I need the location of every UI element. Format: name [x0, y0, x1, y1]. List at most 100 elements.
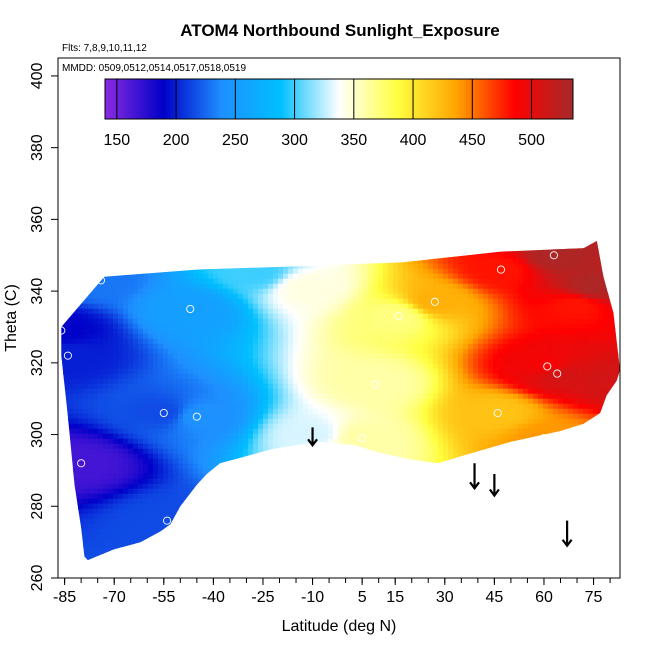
heatmap-cell [418, 338, 424, 345]
heatmap-cell [413, 240, 419, 245]
heatmap-cell [188, 503, 194, 510]
heatmap-cell [148, 403, 154, 410]
heatmap-cell [288, 473, 294, 480]
heatmap-cell [83, 503, 89, 510]
heatmap-cell [423, 253, 429, 260]
heatmap-cell [378, 528, 384, 535]
heatmap-cell [313, 248, 319, 255]
heatmap-cell [123, 338, 129, 345]
heatmap-cell [233, 234, 239, 240]
heatmap-cell [278, 418, 284, 425]
heatmap-cell [203, 438, 209, 445]
heatmap-cell [118, 378, 124, 385]
heatmap-cell [128, 273, 134, 280]
heatmap-cell [308, 478, 314, 485]
heatmap-cell [373, 234, 379, 240]
heatmap-cell [348, 498, 354, 505]
heatmap-cell [73, 458, 79, 465]
heatmap-cell [348, 458, 354, 465]
heatmap-cell [298, 443, 304, 450]
heatmap-cell [423, 528, 429, 535]
heatmap-cell [293, 523, 299, 530]
heatmap-cell [258, 448, 264, 455]
heatmap-cell [303, 533, 309, 540]
heatmap-cell [178, 368, 184, 375]
heatmap-cell [133, 453, 139, 460]
heatmap-cell [428, 358, 434, 365]
heatmap-cell [243, 328, 249, 335]
heatmap-cell [348, 523, 354, 530]
heatmap-cell [338, 273, 344, 280]
heatmap-cell [88, 353, 94, 360]
heatmap-cell [78, 493, 84, 500]
heatmap-cell [393, 463, 399, 470]
heatmap-cell [148, 368, 154, 375]
heatmap-cell [373, 298, 379, 305]
heatmap-cell [333, 473, 339, 480]
heatmap-cell [168, 443, 174, 450]
heatmap-cell [98, 253, 104, 260]
heatmap-cell [153, 248, 159, 255]
heatmap-cell [108, 533, 114, 540]
heatmap-cell [338, 363, 344, 370]
heatmap-cell [173, 453, 179, 460]
heatmap-cell [213, 468, 219, 475]
heatmap-cell [378, 413, 384, 420]
heatmap-cell [228, 513, 234, 520]
heatmap-cell [208, 448, 214, 455]
heatmap-cell [308, 564, 314, 570]
heatmap-cell [353, 418, 359, 425]
heatmap-cell [123, 323, 129, 330]
heatmap-cell [198, 253, 204, 260]
heatmap-cell [418, 428, 424, 435]
heatmap-cell [73, 333, 79, 340]
heatmap-cell [133, 413, 139, 420]
heatmap-cell [188, 268, 194, 275]
heatmap-cell [348, 273, 354, 280]
heatmap-cell [153, 473, 159, 480]
heatmap-cell [61, 408, 64, 415]
heatmap-cell [123, 408, 129, 415]
heatmap-cell [193, 283, 199, 290]
heatmap-cell [373, 408, 379, 415]
heatmap-cell [378, 343, 384, 350]
heatmap-cell [378, 293, 384, 300]
heatmap-cell [138, 234, 144, 240]
heatmap-cell [318, 303, 324, 310]
heatmap-cell [313, 368, 319, 375]
heatmap-cell [233, 413, 239, 420]
heatmap-cell [408, 383, 414, 390]
heatmap-cell [213, 418, 219, 425]
heatmap-cell [273, 253, 279, 260]
heatmap-cell [373, 368, 379, 375]
heatmap-cell [168, 318, 174, 325]
heatmap-cell [393, 388, 399, 395]
heatmap-cell [88, 358, 94, 365]
heatmap-cell [418, 443, 424, 450]
heatmap-cell [213, 358, 219, 365]
heatmap-cell [93, 533, 99, 540]
heatmap-cell [223, 433, 229, 440]
heatmap-cell [188, 393, 194, 400]
heatmap-cell [223, 513, 229, 520]
heatmap-cell [238, 433, 244, 440]
heatmap-cell [388, 253, 394, 260]
heatmap-cell [368, 518, 374, 525]
heatmap-cell [278, 333, 284, 340]
heatmap-cell [413, 448, 419, 455]
heatmap-cell [408, 298, 414, 305]
heatmap-cell [113, 253, 119, 260]
heatmap-cell [298, 303, 304, 310]
heatmap-cell [368, 308, 374, 315]
heatmap-cell [208, 423, 214, 430]
heatmap-cell [408, 408, 414, 415]
heatmap-cell [78, 418, 84, 425]
heatmap-cell [183, 453, 189, 460]
heatmap-cell [368, 458, 374, 465]
heatmap-cell [78, 253, 84, 260]
heatmap-cell [388, 538, 394, 545]
heatmap-cell [298, 258, 304, 265]
heatmap-cell [238, 463, 244, 470]
heatmap-cell [318, 273, 324, 280]
heatmap-cell [328, 328, 334, 335]
